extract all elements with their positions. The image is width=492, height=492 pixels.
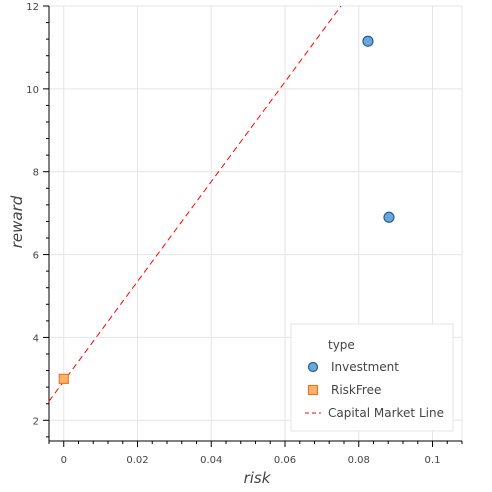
y-tick-label: 8 (33, 168, 39, 179)
legend-box (290, 323, 454, 432)
y-tick-label: 6 (33, 251, 39, 262)
y-axis-label: reward (8, 195, 26, 248)
x-tick-label: 0.06 (274, 455, 296, 466)
x-tick-label: 0.02 (126, 455, 148, 466)
y-tick-label: 2 (33, 416, 39, 427)
investment-point (383, 211, 395, 223)
plot-area (48, 5, 395, 402)
grid (49, 5, 463, 441)
capital-market-line (48, 5, 342, 402)
legend-entry-label: Investment (331, 360, 399, 374)
legend-title: type (328, 338, 355, 352)
axes: 0 0.02 0.04 0.06 0.08 0.1 2 4 6 8 10 12 (26, 2, 463, 466)
legend-entries: Investment RiskFree Capital Market Line (305, 360, 444, 420)
y-tick-label: 10 (26, 85, 39, 96)
legend: type Investment RiskFree Capital Market Li… (290, 323, 454, 432)
legend-square-swatch (307, 384, 319, 396)
investment-point (362, 35, 374, 47)
x-tick-label: 0 (61, 455, 67, 466)
x-tick-label: 0.04 (200, 455, 222, 466)
x-tick-label: 0.1 (425, 455, 441, 466)
y-tick-label: 4 (33, 333, 39, 344)
x-axis-label: risk (244, 469, 272, 487)
y-tick-label: 12 (26, 2, 39, 13)
legend-circle-swatch (307, 361, 319, 373)
legend-entry-label: Capital Market Line (328, 406, 444, 420)
riskfree-point (58, 373, 69, 384)
legend-entry-label: RiskFree (331, 383, 381, 397)
x-tick-label: 0.08 (348, 455, 370, 466)
